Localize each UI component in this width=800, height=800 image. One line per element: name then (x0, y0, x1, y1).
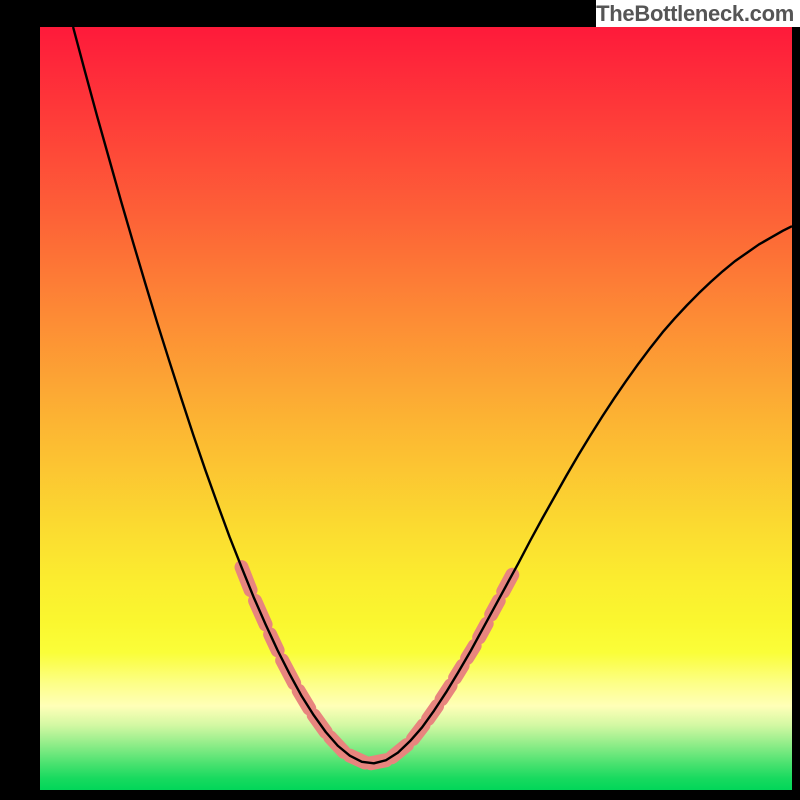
plot-background (40, 27, 792, 790)
watermark-label: TheBottleneck.com (596, 0, 800, 27)
bottleneck-chart (0, 0, 800, 800)
